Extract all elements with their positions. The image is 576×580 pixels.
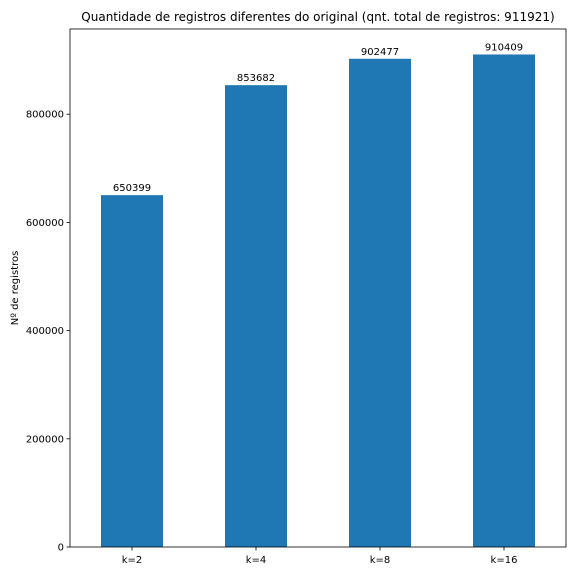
data-label: 650399 (113, 183, 151, 194)
y-tick-label: 0 (58, 543, 64, 554)
x-tick-label: k=2 (122, 555, 143, 566)
bar (101, 195, 163, 547)
y-tick-label: 800000 (26, 110, 64, 121)
bar (349, 58, 411, 547)
x-tick-label: k=16 (491, 555, 518, 566)
x-tick-label: k=8 (370, 555, 391, 566)
y-tick-label: 200000 (26, 434, 64, 445)
data-label: 910409 (485, 42, 523, 53)
chart-title: Quantidade de registros diferentes do or… (81, 10, 554, 24)
plot-frame (69, 28, 567, 548)
x-tick-label: k=4 (246, 555, 267, 566)
bar (225, 85, 287, 548)
bar (473, 54, 535, 547)
y-axis-label: Nº de registros (10, 251, 21, 326)
data-label: 853682 (237, 73, 275, 84)
plot-area: 650399 k=2 853682 k=4 902477 k=8 910409 k=16 0 20… (26, 28, 567, 566)
y-tick-label: 600000 (26, 218, 64, 229)
y-tick-label: 400000 (26, 326, 64, 337)
data-label: 902477 (361, 47, 399, 58)
